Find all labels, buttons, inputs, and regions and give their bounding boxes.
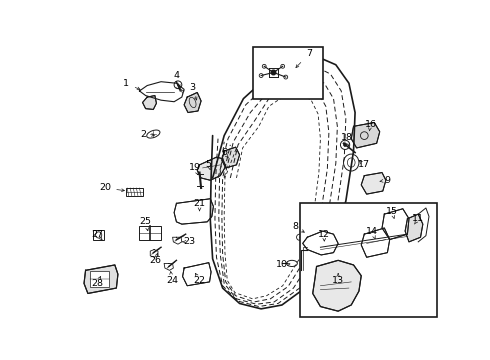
- Text: 19: 19: [189, 163, 201, 172]
- Circle shape: [271, 70, 276, 75]
- Text: 25: 25: [140, 217, 151, 226]
- Text: 16: 16: [365, 120, 376, 129]
- Bar: [253, 47, 323, 99]
- Polygon shape: [351, 122, 380, 148]
- Text: 21: 21: [194, 199, 205, 208]
- Bar: [300, 203, 437, 317]
- Text: 27: 27: [91, 230, 103, 239]
- Text: 9: 9: [385, 176, 391, 185]
- Text: 26: 26: [149, 256, 161, 265]
- Text: 18: 18: [342, 132, 353, 141]
- Text: 10: 10: [276, 260, 288, 269]
- Text: 22: 22: [194, 276, 205, 285]
- Text: 1: 1: [122, 79, 128, 88]
- Text: 6: 6: [221, 148, 227, 157]
- Text: 2: 2: [140, 130, 147, 139]
- Polygon shape: [382, 209, 409, 239]
- Text: 28: 28: [91, 279, 103, 288]
- Polygon shape: [313, 260, 361, 311]
- Bar: [90, 271, 109, 287]
- Text: 12: 12: [318, 230, 330, 239]
- Text: 8: 8: [292, 222, 298, 231]
- Text: 14: 14: [366, 228, 378, 237]
- Polygon shape: [84, 265, 118, 293]
- Polygon shape: [143, 95, 156, 109]
- Polygon shape: [361, 172, 386, 194]
- Polygon shape: [197, 157, 226, 180]
- Polygon shape: [361, 228, 390, 257]
- Text: 17: 17: [358, 160, 370, 169]
- Text: 15: 15: [386, 207, 398, 216]
- Polygon shape: [222, 147, 240, 168]
- Text: 13: 13: [332, 276, 344, 285]
- Polygon shape: [174, 199, 214, 224]
- Polygon shape: [405, 214, 423, 242]
- Polygon shape: [183, 263, 211, 286]
- Bar: [93, 230, 104, 240]
- Text: 5: 5: [206, 160, 212, 169]
- Bar: [140, 226, 161, 240]
- Text: 23: 23: [183, 237, 196, 246]
- Circle shape: [343, 143, 346, 147]
- Bar: [125, 188, 143, 195]
- Text: 20: 20: [99, 184, 111, 193]
- Polygon shape: [303, 231, 338, 255]
- Polygon shape: [184, 93, 201, 112]
- Text: 24: 24: [166, 276, 178, 285]
- Text: 3: 3: [189, 84, 195, 93]
- Text: 4: 4: [173, 71, 179, 80]
- Text: 11: 11: [412, 214, 424, 223]
- Text: 7: 7: [306, 49, 312, 58]
